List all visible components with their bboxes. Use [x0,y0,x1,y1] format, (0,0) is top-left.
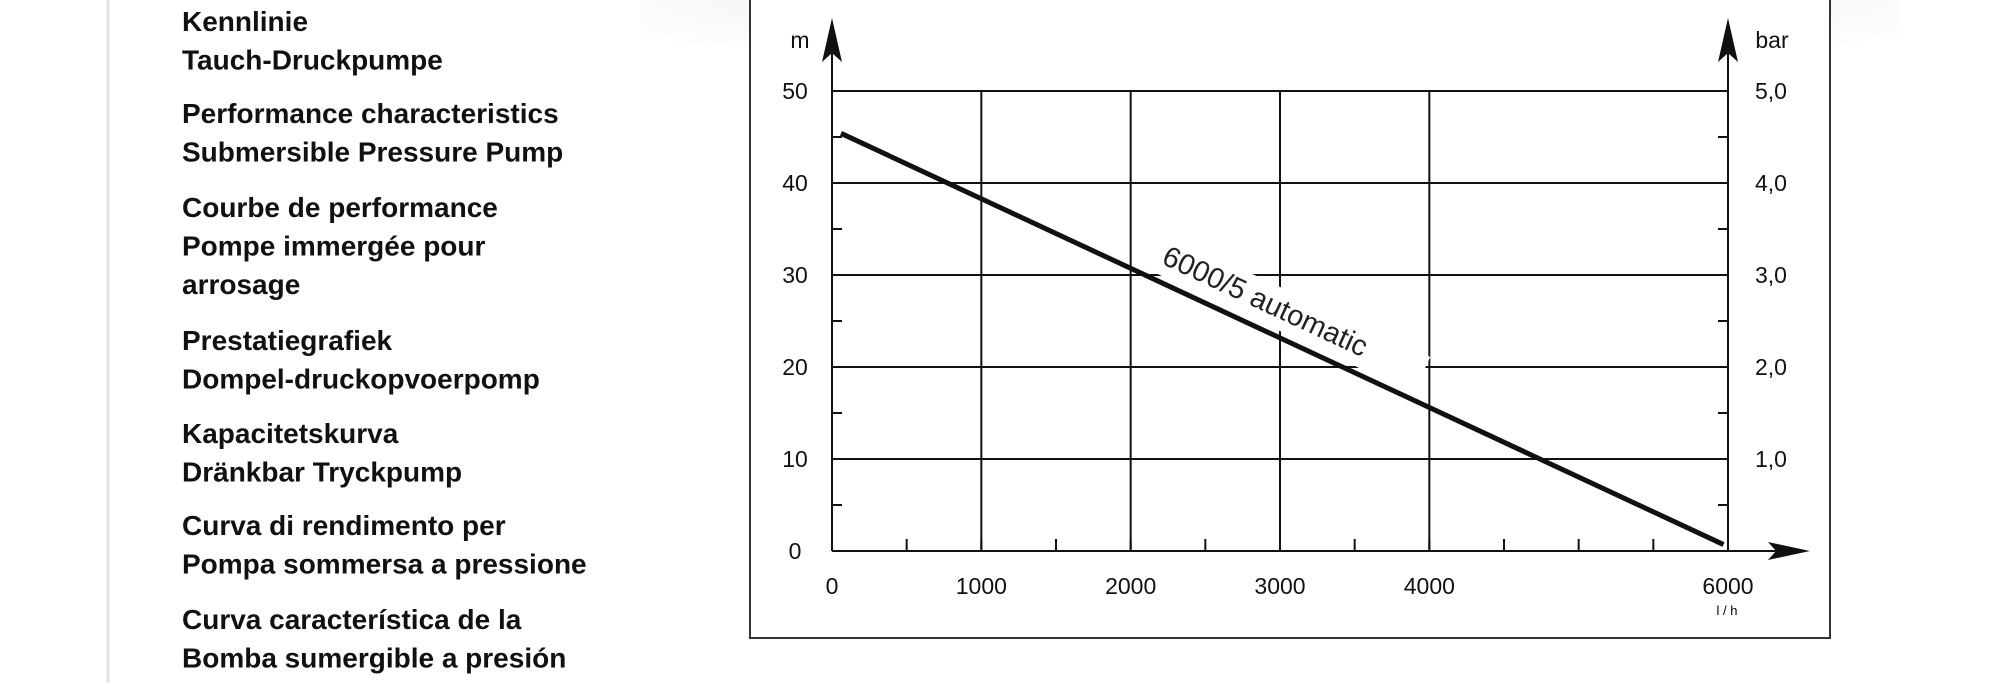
description-line: arrosage [182,269,300,300]
series-line [839,131,1725,547]
y2-tick-label: 2,0 [1755,354,1787,380]
description-line: Submersible Pressure Pump [182,137,563,168]
y-axis-label: m [790,27,809,53]
description-line: Dompel-druckopvoerpomp [182,364,540,395]
description-line: Curva característica de la [182,604,522,635]
description-line: Performance characteristics [182,98,559,129]
x-tick-label: 0 [826,573,839,599]
x-tick-label: 6000 [1702,573,1753,599]
y-tick-label: 20 [782,354,808,380]
description-line: Courbe de performance [182,192,498,223]
label-bg [1141,230,1431,394]
description-line: Kapacitetskurva [182,418,399,449]
x-tick-label: 1000 [956,573,1007,599]
y2-tick-label: 3,0 [1755,262,1787,288]
description-line: Pompe immergée pour [182,231,486,262]
y-arrow [822,18,842,62]
description-line: Kennlinie [182,6,308,37]
y2-tick-label: 5,0 [1755,78,1787,104]
x-axis-label: l / h [1717,603,1738,618]
y-tick-label: 10 [782,446,808,472]
x-tick-label: 3000 [1254,573,1305,599]
description-line: Pompa sommersa a pressione [182,549,587,580]
y2-tick-label: 4,0 [1755,170,1787,196]
y-tick-label: 40 [782,170,808,196]
y-tick-label: 50 [782,78,808,104]
description-line: Dränkbar Tryckpump [182,457,462,488]
y2-arrow [1718,18,1738,62]
descriptions: Kennlinie Tauch-Druckpumpe Performance cha… [182,6,587,674]
y2-axis-label: bar [1755,27,1789,53]
x-tick-label: 2000 [1105,573,1156,599]
description-line: Tauch-Druckpumpe [182,45,443,76]
y-tick-label: 30 [782,262,808,288]
x-tick-label: 4000 [1404,573,1455,599]
x-arrow [1768,542,1810,560]
description-line: Prestatiegrafiek [182,325,393,356]
description-line: Bomba sumergible a presión [182,643,566,674]
description-line: Curva di rendimento per [182,510,506,541]
y-tick-label: 0 [789,538,802,564]
y2-tick-label: 1,0 [1755,446,1787,472]
